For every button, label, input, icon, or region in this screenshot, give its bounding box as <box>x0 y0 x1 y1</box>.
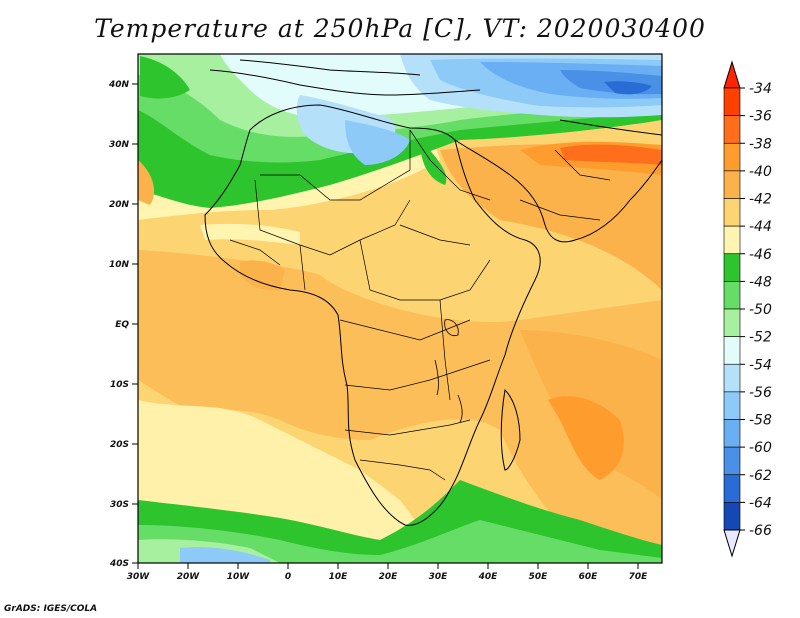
colorbar-swatch <box>723 225 741 255</box>
lat-tick-label: 40N <box>108 80 130 90</box>
colorbar-label: -66 <box>749 523 772 539</box>
colorbar-swatch <box>723 308 741 337</box>
colorbar-label: -38 <box>749 136 772 152</box>
colorbar-swatch <box>723 281 741 310</box>
colorbar-label: -40 <box>749 164 772 180</box>
country-borders <box>229 129 611 481</box>
map-title: Temperature at 250hPa [C], VT: 202003040… <box>94 14 706 43</box>
lat-tick-label: EQ <box>115 320 129 330</box>
colorbar-swatch <box>723 391 741 420</box>
colorbar-swatch <box>723 142 741 172</box>
colorbar-bottom-arrow <box>723 529 741 558</box>
temperature-field <box>138 54 662 563</box>
colorbar-label: -62 <box>749 468 772 484</box>
colorbar-label: -50 <box>749 302 772 318</box>
colorbar-label: -56 <box>749 385 772 401</box>
grads-credit: GrADS: IGES/COLA <box>4 604 98 614</box>
plot-frame <box>137 53 663 564</box>
lat-tick-label: 10N <box>109 260 130 270</box>
lon-tick-label: 60E <box>579 572 599 582</box>
lat-tick-label: 10S <box>110 380 129 390</box>
colorbar-label: -34 <box>749 81 772 97</box>
colorbar-swatch <box>723 198 741 227</box>
lat-tick-labels: 40N 30N 20N 10N EQ 10S 20S 30S 40S <box>108 80 130 569</box>
coastlines <box>204 59 662 526</box>
colorbar-swatch <box>723 419 741 448</box>
colorbar-swatch <box>723 87 741 116</box>
colorbar-swatch <box>723 115 741 144</box>
lon-tick-label: 30W <box>127 572 151 582</box>
colorbar-swatch <box>723 253 741 282</box>
lat-tick-label: 30N <box>109 140 130 150</box>
lon-tick-label: 70E <box>629 572 649 582</box>
colorbar-swatch <box>723 336 741 365</box>
colorbar-label: -46 <box>749 247 772 263</box>
lat-tick-label: 20S <box>110 440 129 450</box>
lon-tick-label: 20E <box>379 572 399 582</box>
lakes <box>434 319 463 423</box>
lon-tick-label: 50E <box>529 572 549 582</box>
colorbar-swatch <box>723 502 741 531</box>
colorbar-swatch <box>723 446 741 476</box>
lon-tick-label: 20W <box>177 572 201 582</box>
lat-tick-label: 30S <box>110 500 129 510</box>
colorbar: -34 -36 -38 -40 -42 -44 -46 -48 -50 -52 -54 -56 -58 -… <box>723 60 772 558</box>
colorbar-swatch <box>723 474 741 503</box>
colorbar-label: -42 <box>749 192 772 208</box>
colorbar-swatch <box>723 363 741 393</box>
lon-tick-label: 0 <box>285 572 291 582</box>
colorbar-label: -60 <box>749 440 772 456</box>
lon-tick-label: 40E <box>478 572 499 582</box>
colorbar-top-arrow <box>723 60 741 89</box>
lon-tick-labels: 30W 20W 10W 0 10E 20E 30E 40E 50E 60E 70… <box>127 572 648 582</box>
lat-tick-label: 40S <box>109 559 129 569</box>
colorbar-label: -44 <box>749 219 772 235</box>
colorbar-label: -64 <box>749 495 772 511</box>
colorbar-label: -58 <box>749 413 772 429</box>
colorbar-label: -54 <box>749 357 772 373</box>
lon-tick-label: 30E <box>429 572 449 582</box>
lat-tick-label: 20N <box>109 200 130 210</box>
colorbar-label: -48 <box>749 274 772 290</box>
colorbar-label: -52 <box>749 330 772 346</box>
colorbar-swatch <box>723 170 741 199</box>
lon-tick-label: 10W <box>227 572 251 582</box>
lon-tick-label: 10E <box>329 572 349 582</box>
tick-marks <box>132 83 639 569</box>
colorbar-label: -36 <box>749 109 772 125</box>
